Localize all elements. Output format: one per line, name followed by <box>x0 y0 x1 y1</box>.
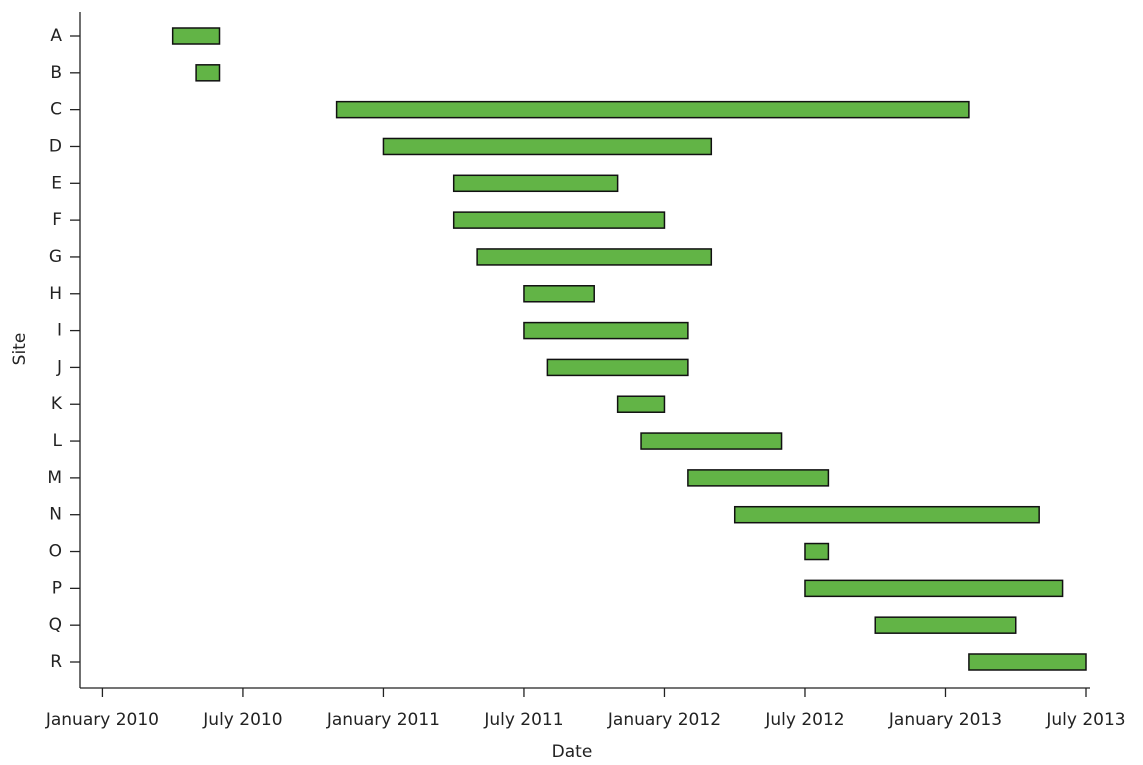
bar <box>452 174 619 193</box>
bar <box>523 321 689 340</box>
bar <box>335 100 970 119</box>
y-tick-label: O <box>49 542 62 562</box>
y-tick-label: R <box>50 652 62 672</box>
x-tick-label: January 2013 <box>888 710 1002 730</box>
x-tick-label: July 2010 <box>202 710 282 730</box>
x-tick-label: July 2012 <box>764 710 844 730</box>
bar <box>804 579 1064 598</box>
y-tick-label: F <box>52 210 62 230</box>
bar <box>523 285 595 303</box>
y-tick-label: L <box>53 431 63 451</box>
bar <box>804 542 830 561</box>
bar <box>452 211 666 229</box>
bar <box>687 469 830 487</box>
y-tick-label: E <box>51 173 62 193</box>
bar <box>640 432 783 450</box>
bar <box>382 137 713 156</box>
y-tick-label: M <box>47 468 62 488</box>
bar <box>546 358 689 377</box>
y-axis-label: Site <box>10 333 30 366</box>
bar <box>733 505 1040 524</box>
y-tick-label: G <box>49 247 62 267</box>
y-tick-label: H <box>49 284 62 304</box>
x-tick-label: July 2013 <box>1045 710 1125 730</box>
y-tick-label: P <box>52 578 62 598</box>
bar <box>195 64 221 82</box>
bar <box>476 248 713 266</box>
x-tick-label: July 2011 <box>483 710 563 730</box>
y-tick-label: K <box>51 394 63 414</box>
y-tick-label: D <box>49 136 62 156</box>
x-tick-label: January 2012 <box>607 710 721 730</box>
x-tick-label: January 2011 <box>326 710 440 730</box>
bar <box>874 616 1017 634</box>
y-tick-label: B <box>50 63 62 83</box>
x-tick-label: January 2010 <box>45 710 159 730</box>
y-tick-label: I <box>57 321 62 341</box>
bar <box>968 653 1087 671</box>
x-axis-label: Date <box>552 742 593 762</box>
y-tick-label: C <box>50 100 62 120</box>
y-tick-label: N <box>49 505 62 525</box>
y-tick-label: A <box>50 26 62 46</box>
bar <box>616 395 666 413</box>
y-tick-label: Q <box>49 615 62 635</box>
bar <box>171 27 221 45</box>
y-tick-label: J <box>56 357 62 377</box>
